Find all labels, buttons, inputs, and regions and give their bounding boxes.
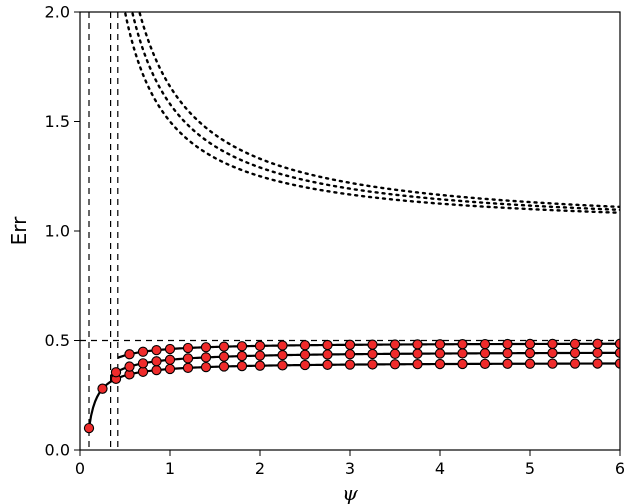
data-marker xyxy=(548,339,557,348)
data-marker xyxy=(152,366,161,375)
data-marker xyxy=(413,340,422,349)
data-marker xyxy=(345,350,354,359)
data-marker xyxy=(138,367,147,376)
data-marker xyxy=(480,349,489,358)
data-marker xyxy=(183,363,192,372)
data-marker xyxy=(152,357,161,366)
data-marker xyxy=(219,342,228,351)
xtick-label: 0 xyxy=(75,459,85,478)
xtick-label: 5 xyxy=(525,459,535,478)
data-marker xyxy=(368,340,377,349)
data-marker xyxy=(435,359,444,368)
data-marker xyxy=(503,339,512,348)
data-marker xyxy=(435,349,444,358)
data-marker xyxy=(570,359,579,368)
data-marker xyxy=(548,359,557,368)
data-marker xyxy=(152,346,161,355)
data-marker xyxy=(278,341,287,350)
data-marker xyxy=(548,348,557,357)
data-marker xyxy=(278,351,287,360)
data-marker xyxy=(183,343,192,352)
data-marker xyxy=(300,360,309,369)
x-axis-label: ψ xyxy=(342,481,358,504)
chart-svg: 0 1 2 3 4 5 6 0.0 0.5 1.0 1.5 2.0 ψ Err xyxy=(0,0,640,504)
data-marker xyxy=(570,339,579,348)
data-marker xyxy=(201,343,210,352)
data-marker xyxy=(480,340,489,349)
data-marker xyxy=(111,368,120,377)
data-marker xyxy=(345,340,354,349)
data-marker xyxy=(237,361,246,370)
data-marker xyxy=(237,351,246,360)
data-marker xyxy=(390,349,399,358)
data-marker xyxy=(165,355,174,364)
data-marker xyxy=(593,359,602,368)
ytick-label: 1.0 xyxy=(45,222,70,241)
error-vs-psi-chart: 0 1 2 3 4 5 6 0.0 0.5 1.0 1.5 2.0 ψ Err xyxy=(0,0,640,504)
data-marker xyxy=(593,339,602,348)
data-marker xyxy=(201,353,210,362)
data-marker xyxy=(435,340,444,349)
ytick-label: 1.5 xyxy=(45,112,70,131)
data-marker xyxy=(255,361,264,370)
data-marker xyxy=(125,350,134,359)
data-marker xyxy=(570,348,579,357)
data-marker xyxy=(98,384,107,393)
data-marker xyxy=(458,359,467,368)
data-marker xyxy=(219,362,228,371)
data-marker xyxy=(458,340,467,349)
data-marker xyxy=(368,360,377,369)
data-marker xyxy=(138,359,147,368)
data-marker xyxy=(237,342,246,351)
data-marker xyxy=(525,339,534,348)
data-marker xyxy=(390,360,399,369)
xtick-label: 4 xyxy=(435,459,445,478)
ytick-label: 2.0 xyxy=(45,3,70,22)
data-marker xyxy=(300,350,309,359)
data-marker xyxy=(323,360,332,369)
data-marker xyxy=(165,364,174,373)
ytick-label: 0.0 xyxy=(45,441,70,460)
data-marker xyxy=(323,340,332,349)
xtick-label: 6 xyxy=(615,459,625,478)
data-marker xyxy=(201,362,210,371)
data-marker xyxy=(84,424,93,433)
data-marker xyxy=(255,341,264,350)
ytick-label: 0.5 xyxy=(45,331,70,350)
data-marker xyxy=(125,362,134,371)
data-marker xyxy=(525,349,534,358)
data-marker xyxy=(413,360,422,369)
y-axis-label: Err xyxy=(7,216,31,246)
data-marker xyxy=(390,340,399,349)
data-marker xyxy=(138,347,147,356)
data-marker xyxy=(480,359,489,368)
data-marker xyxy=(278,361,287,370)
data-marker xyxy=(165,344,174,353)
data-marker xyxy=(503,349,512,358)
data-marker xyxy=(219,352,228,361)
data-marker xyxy=(345,360,354,369)
data-marker xyxy=(183,354,192,363)
data-marker xyxy=(255,351,264,360)
data-marker xyxy=(323,350,332,359)
xtick-label: 1 xyxy=(165,459,175,478)
xtick-label: 3 xyxy=(345,459,355,478)
data-marker xyxy=(300,341,309,350)
data-marker xyxy=(503,359,512,368)
data-marker xyxy=(413,349,422,358)
data-marker xyxy=(458,349,467,358)
xtick-label: 2 xyxy=(255,459,265,478)
chart-background xyxy=(0,0,640,504)
data-marker xyxy=(525,359,534,368)
data-marker xyxy=(593,348,602,357)
data-marker xyxy=(368,349,377,358)
